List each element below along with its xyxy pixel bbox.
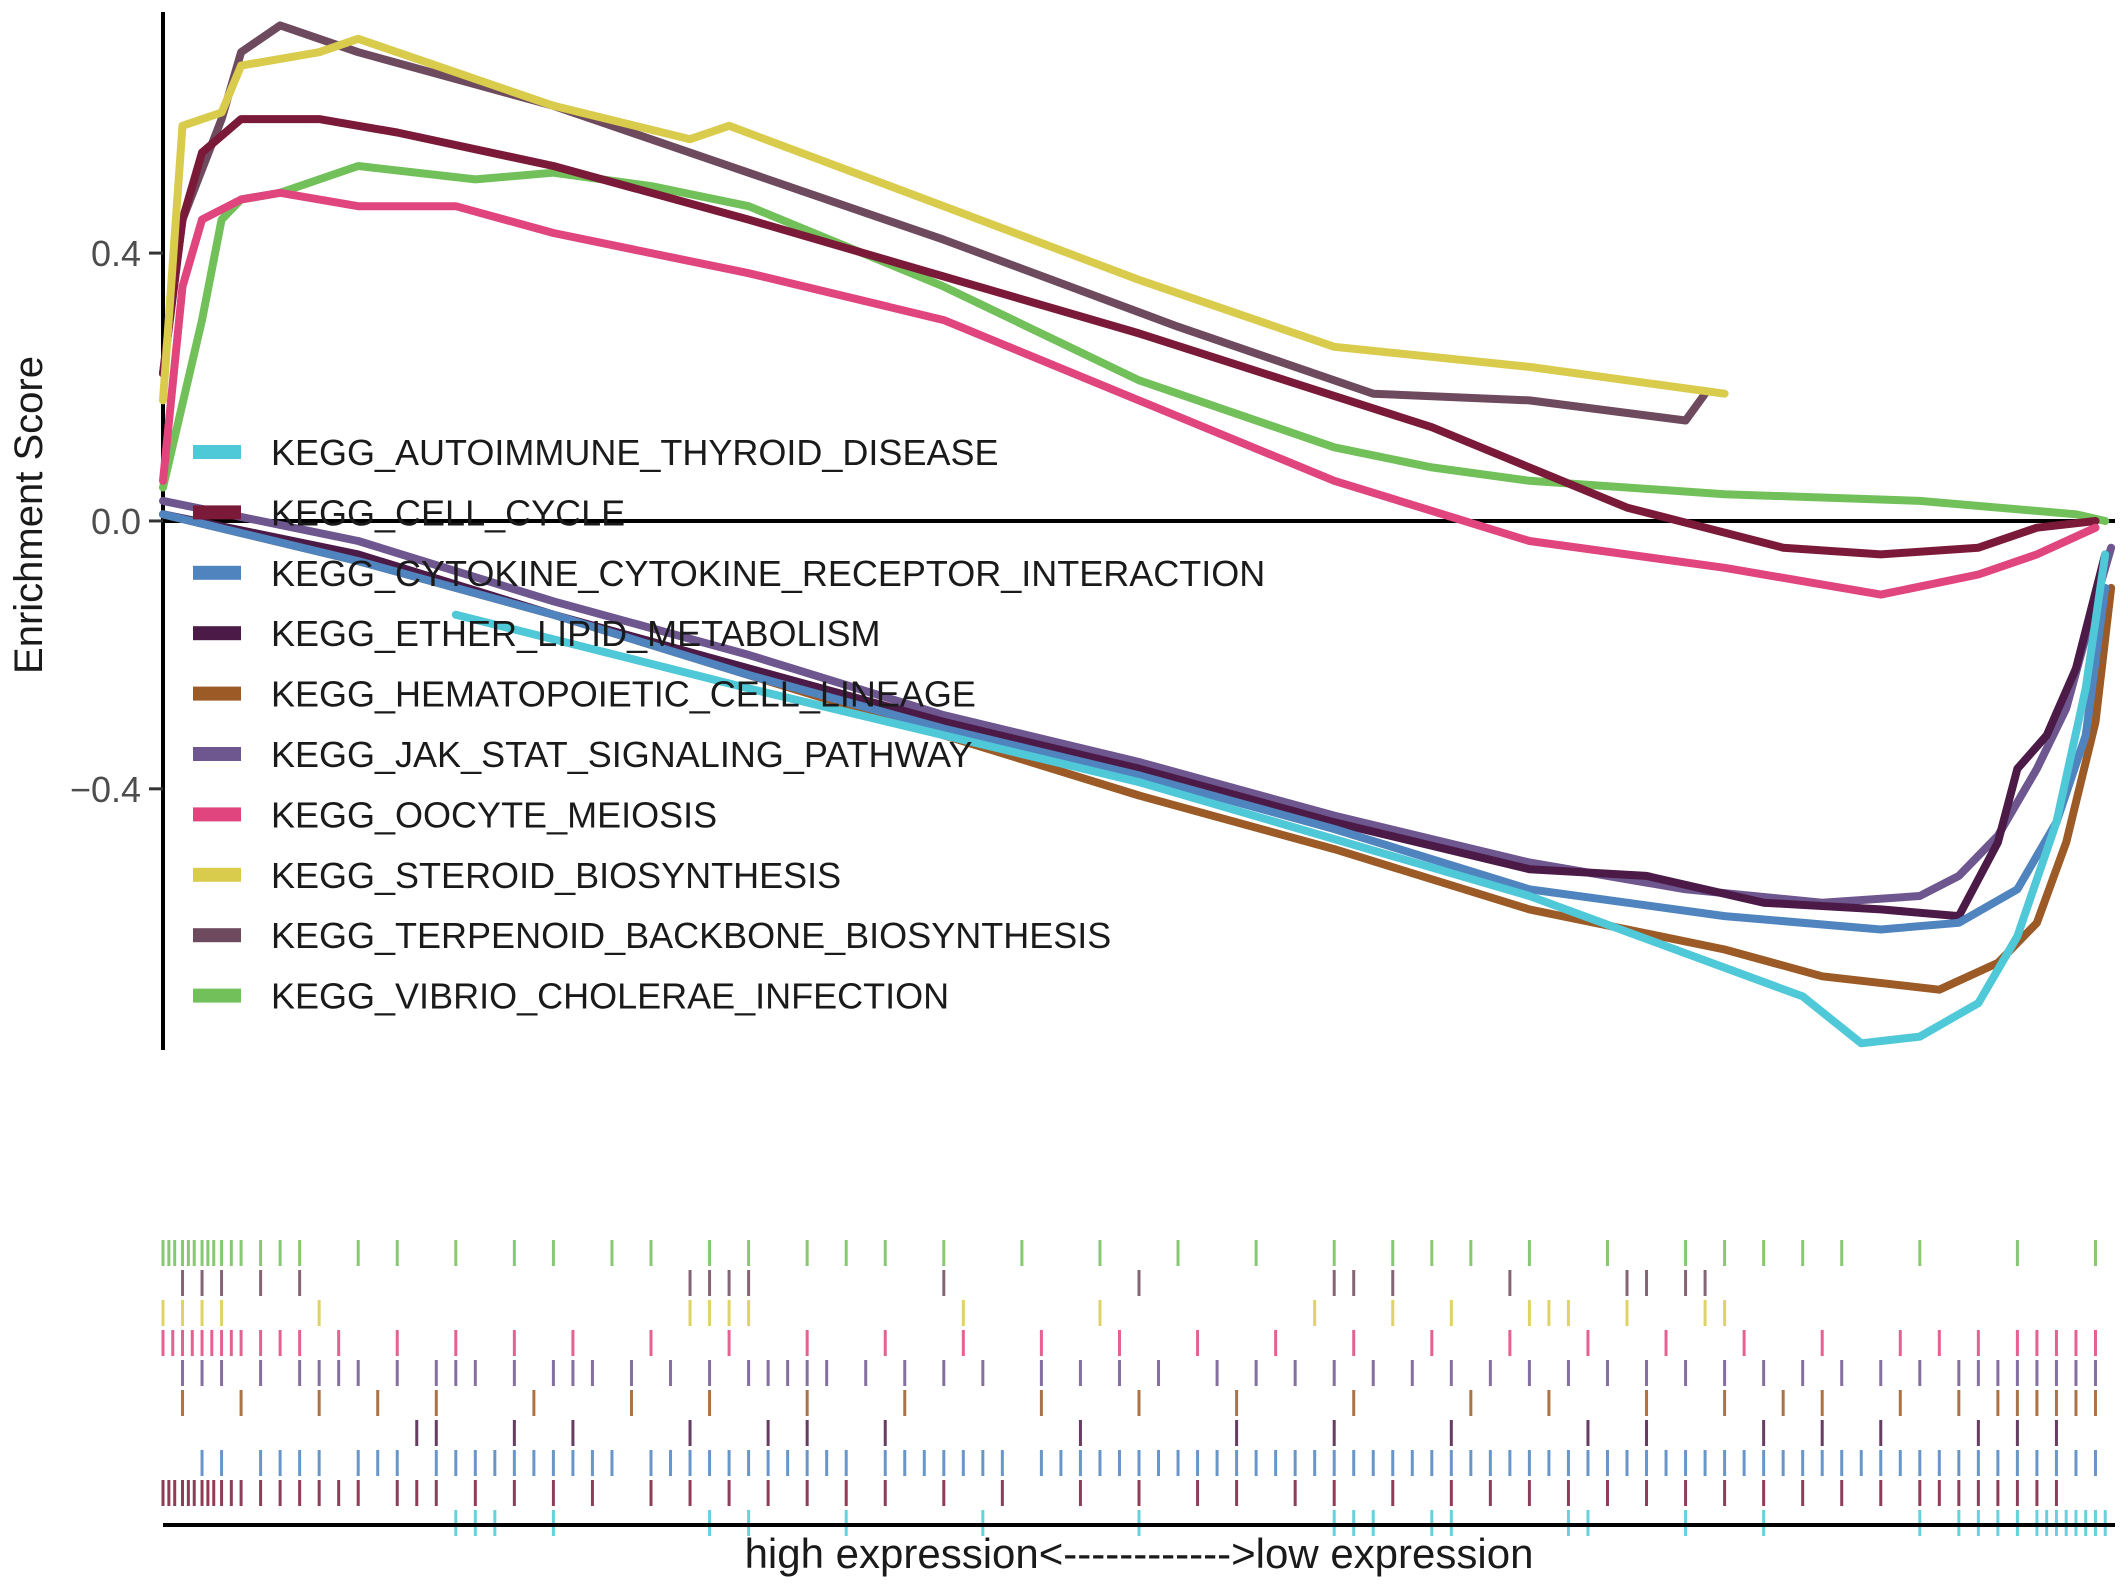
y-ticks: 0.4 0.0 −0.4 <box>70 233 163 810</box>
legend-swatch <box>193 565 241 580</box>
series-lines <box>159 21 2116 1048</box>
legend-swatch <box>193 505 241 520</box>
series-line-kegg-autoimmune-thyroid-disease <box>451 550 2110 1048</box>
y-axis-label: Enrichment Score <box>7 356 51 674</box>
bottom-axis: high expression<------------>low express… <box>163 1523 2115 1577</box>
y-tick-label: −0.4 <box>70 769 141 810</box>
legend-label: KEGG_AUTOIMMUNE_THYROID_DISEASE <box>271 432 999 473</box>
legend-label: KEGG_HEMATOPOIETIC_CELL_LINEAGE <box>271 674 976 715</box>
legend-swatch <box>193 445 241 459</box>
series-line-kegg-oocyte-meiosis <box>159 188 2100 599</box>
x-axis-label: high expression<------------>low express… <box>745 1530 1534 1577</box>
series-line-kegg-ether-lipid-metabolism <box>159 510 2110 921</box>
legend-swatch <box>193 626 241 641</box>
legend-label: KEGG_TERPENOID_BACKBONE_BIOSYNTHESIS <box>271 915 1111 956</box>
hit-barcode-panel <box>161 1240 2107 1536</box>
series-line-kegg-steroid-biosynthesis <box>159 34 1729 405</box>
legend-swatch <box>193 807 241 822</box>
legend-swatch <box>193 686 241 701</box>
legend-label: KEGG_JAK_STAT_SIGNALING_PATHWAY <box>271 734 973 775</box>
legend-swatch <box>193 988 241 1003</box>
axes-layer: Enrichment Score <box>7 12 2115 1050</box>
legend-swatch <box>193 928 241 943</box>
series-line-kegg-cell-cycle <box>159 115 2100 559</box>
y-tick-label: 0.0 <box>91 501 141 542</box>
series-line-kegg-jak-stat-signaling-pathway <box>159 496 2116 907</box>
legend-label: KEGG_OOCYTE_MEIOSIS <box>271 794 717 835</box>
legend-label: KEGG_STEROID_BIOSYNTHESIS <box>271 855 841 896</box>
legend-label: KEGG_ETHER_LIPID_METABOLISM <box>271 613 881 654</box>
legend-swatch <box>193 747 241 761</box>
legend-label: KEGG_CELL_CYCLE <box>271 492 625 533</box>
legend-label: KEGG_VIBRIO_CHOLERAE_INFECTION <box>271 976 949 1017</box>
series-line-kegg-cytokine-cytokine-receptor-interaction <box>159 510 2110 934</box>
legend-label: KEGG_CYTOKINE_CYTOKINE_RECEPTOR_INTERACT… <box>271 553 1265 594</box>
legend-swatch <box>193 867 241 882</box>
legend: KEGG_AUTOIMMUNE_THYROID_DISEASE KEGG_CELL… <box>193 432 1265 1017</box>
y-tick-label: 0.4 <box>91 233 141 274</box>
